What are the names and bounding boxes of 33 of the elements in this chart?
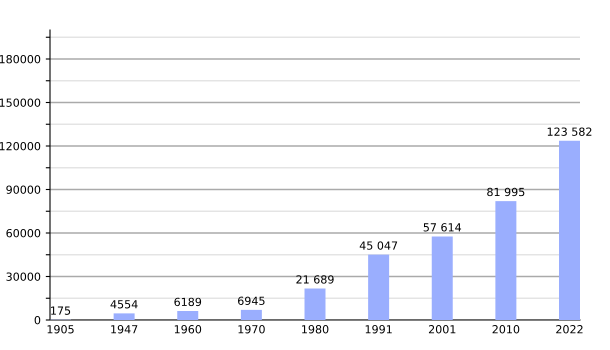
y-tick-label: 150000 — [0, 98, 40, 107]
data-label: 6945 — [238, 296, 265, 305]
x-tick-label: 1960 — [174, 325, 202, 334]
bar — [559, 140, 580, 320]
y-tick-label: 60000 — [6, 228, 40, 238]
data-label: 4554 — [110, 300, 138, 308]
y-tick-label: 30000 — [6, 272, 40, 281]
x-tick-label: 1947 — [111, 325, 138, 334]
data-label: 175 — [51, 306, 70, 315]
x-tick-label: 1905 — [48, 325, 74, 334]
bar — [495, 201, 516, 320]
x-tick-label: 2022 — [556, 325, 583, 334]
bar — [177, 311, 198, 320]
data-label: 81 995 — [487, 188, 524, 196]
data-label: 57 614 — [424, 223, 462, 232]
bar — [368, 254, 390, 320]
x-tick-label: 1970 — [238, 325, 265, 334]
bar — [240, 310, 262, 320]
x-tick-label: 2010 — [492, 325, 520, 334]
y-tick-label: 120000 — [0, 142, 40, 150]
bar — [432, 236, 453, 320]
data-label: 45 047 — [360, 241, 398, 250]
y-tick-label: 0 — [34, 316, 40, 324]
y-tick-label: 90000 — [6, 185, 40, 194]
data-label: 6189 — [174, 298, 202, 306]
bar — [304, 288, 326, 320]
x-tick-label: 1991 — [366, 325, 392, 334]
x-tick-label: 1980 — [302, 325, 328, 334]
x-tick-label: 2001 — [428, 325, 456, 334]
bar — [114, 313, 135, 320]
data-label: 21 689 — [296, 275, 334, 284]
y-tick-label: 180000 — [0, 54, 40, 64]
data-label: 123 582 — [548, 127, 592, 136]
